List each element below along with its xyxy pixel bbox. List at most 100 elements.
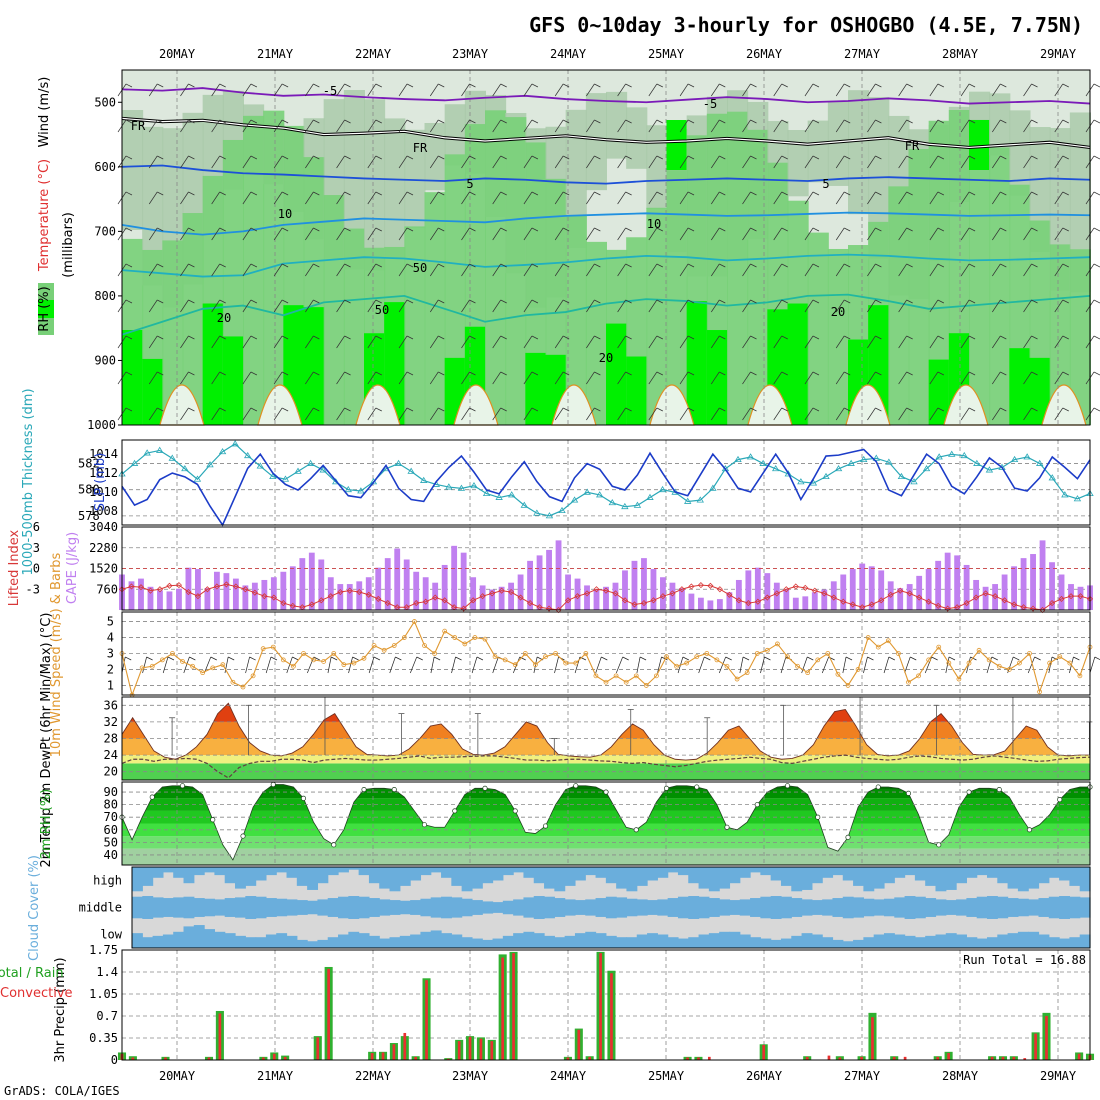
wind-barb-flag xyxy=(742,656,750,661)
cloud-middle-bar xyxy=(389,900,401,915)
rh-mid-region xyxy=(485,110,507,426)
upper-wind-barb xyxy=(773,371,783,385)
upper-wind-barb-flag xyxy=(750,227,757,232)
thickness-tick-label: 578 xyxy=(78,509,100,523)
cape-bar xyxy=(147,586,154,610)
thickness-marker xyxy=(545,512,554,519)
surface-heating-contour xyxy=(551,384,597,426)
upper-wind-barb-flag xyxy=(531,155,539,160)
upper-wind-barb xyxy=(336,299,345,313)
cape-bar xyxy=(232,578,239,610)
wind-speed-marker xyxy=(291,663,296,669)
upper-wind-barb xyxy=(1054,335,1064,349)
upper-wind-barb xyxy=(960,155,970,169)
rh-marker xyxy=(240,833,246,839)
wind-barb xyxy=(204,656,212,674)
upper-wind-barb xyxy=(648,227,658,241)
cloud-high-bar xyxy=(358,867,370,876)
wind-barb-flag xyxy=(352,656,359,661)
rh-bright-region xyxy=(606,323,628,425)
upper-wind-barb-flag xyxy=(1062,299,1069,304)
cape-bar xyxy=(270,577,277,610)
rh-bright-patch xyxy=(666,120,687,170)
upper-wind-barb-flag xyxy=(1000,155,1007,160)
cape-bar xyxy=(498,586,505,610)
surface-heating-contour xyxy=(649,384,695,426)
wind-speed-marker xyxy=(139,665,145,671)
upper-wind-barb-flag xyxy=(1062,371,1069,376)
cloud-middle-bar xyxy=(265,898,277,917)
upper-wind-barb-flag xyxy=(406,227,414,232)
lifted-index-marker xyxy=(156,586,164,593)
precip-convective-bar xyxy=(1012,1056,1016,1060)
upper-wind-barb xyxy=(586,335,595,349)
wind-speed-marker xyxy=(1047,660,1053,666)
lifted-index-marker xyxy=(204,586,211,593)
upper-wind-barb-flag xyxy=(719,263,726,268)
surface-heating-contour xyxy=(1041,384,1087,426)
wind-speed-marker xyxy=(512,662,518,668)
date-tick-label: 24MAY xyxy=(550,47,587,61)
upper-wind-barb xyxy=(148,191,158,205)
upper-wind-barb xyxy=(773,191,783,205)
cloud-middle-bar xyxy=(368,898,380,917)
upper-wind-barb xyxy=(367,371,377,385)
lifted-index-marker xyxy=(346,587,353,594)
upper-wind-barb xyxy=(523,191,533,205)
cloud-middle-bar xyxy=(338,896,349,919)
upper-wind-barb-flag xyxy=(719,407,726,412)
cape-bar xyxy=(963,564,970,610)
rh-tick-label: 60 xyxy=(104,823,118,837)
cloud-high-bar xyxy=(142,867,154,886)
thickness-marker xyxy=(294,467,302,474)
upper-wind-barb xyxy=(554,83,564,97)
cloud-low-bar xyxy=(935,934,947,948)
wind-speed-marker xyxy=(754,651,760,656)
wind-speed-marker xyxy=(311,657,316,663)
date-tick-label: 24MAY xyxy=(550,1069,587,1083)
wind-barb xyxy=(1027,656,1035,674)
cloud-high-bar xyxy=(667,867,679,873)
upper-wind-barb-flag xyxy=(250,263,258,268)
upper-wind-barb xyxy=(679,227,689,241)
cape-bar xyxy=(470,577,477,610)
rh-bright-region xyxy=(686,301,708,425)
isotherm-line xyxy=(121,253,1091,278)
upper-wind-barb xyxy=(398,407,408,421)
cape-bar xyxy=(925,569,932,610)
rh-light-region xyxy=(424,123,446,191)
upper-wind-barb-flag xyxy=(438,371,445,376)
cape-bar xyxy=(555,540,562,610)
cloud-high-bar xyxy=(296,867,308,886)
cloud-middle-bar xyxy=(966,898,978,917)
cloud-high-bar xyxy=(925,867,937,886)
cloud-high-bar xyxy=(224,867,236,884)
lifted-index-marker xyxy=(935,602,942,609)
contour-label: 20 xyxy=(217,311,231,325)
upper-wind-barb-flag xyxy=(281,263,289,268)
upper-wind-barb xyxy=(242,371,252,385)
thickness-marker xyxy=(822,472,830,480)
cloud-middle-bar xyxy=(255,896,267,919)
cape-bar xyxy=(489,589,496,610)
precip-convective-bar xyxy=(512,953,515,1060)
wind-barb-flag xyxy=(888,656,895,661)
cloud-middle-bar xyxy=(379,899,391,916)
cloud-low-bar xyxy=(780,938,792,948)
precip-convective-bar xyxy=(936,1056,940,1060)
cloud-middle-bar xyxy=(430,897,442,918)
wind-speed-marker xyxy=(684,660,690,666)
thickness-marker xyxy=(621,502,629,510)
cloud-high-bar xyxy=(986,867,998,878)
upper-wind-barb-flag xyxy=(812,335,820,340)
slp-tick-label: 1014 xyxy=(89,447,118,461)
upper-wind-barb-flag xyxy=(375,299,382,304)
contour-label: 50 xyxy=(375,303,389,317)
cloud-high-bar xyxy=(513,867,525,873)
upper-wind-barb-flag xyxy=(188,299,195,304)
cloud-middle-bar xyxy=(224,898,236,917)
upper-wind-barb xyxy=(960,263,970,277)
cloud-high-bar xyxy=(451,867,463,886)
cloud-low-bar xyxy=(677,938,689,948)
